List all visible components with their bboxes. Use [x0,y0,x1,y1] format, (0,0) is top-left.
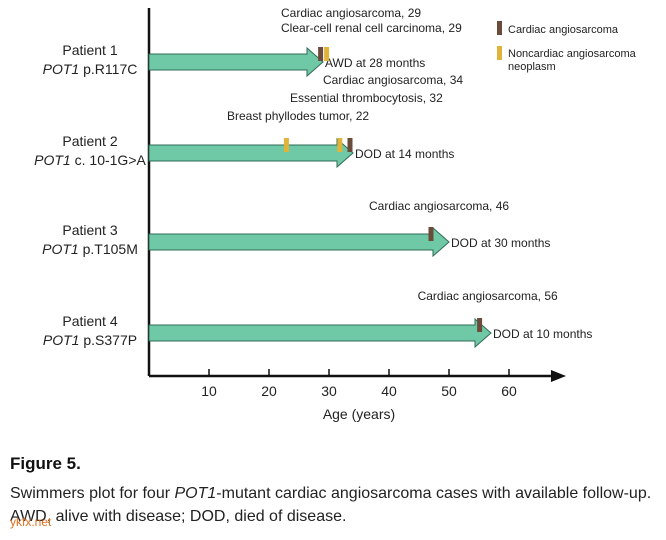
patient-variant: POT1 p.R117C [43,61,138,77]
event-label: Essential thrombocytosis, 32 [290,91,443,105]
survival-arrow [148,46,324,78]
event-label: Cardiac angiosarcoma, 29 [281,6,421,20]
event-label: Cardiac angiosarcoma, 56 [418,289,558,303]
x-axis-label: Age (years) [323,406,395,422]
x-tick-label: 40 [381,383,397,399]
event-label: Cardiac angiosarcoma, 46 [369,199,509,213]
legend-label: Cardiac angiosarcoma [508,24,619,36]
patient-variant: POT1 p.S377P [43,332,137,348]
patient-row: Patient 4 POT1 p.S377P DOD at 10 months Car… [43,289,592,349]
event-marker [477,318,483,332]
legend-swatch [497,46,502,60]
event-marker [283,138,289,152]
legend-swatch [497,21,502,35]
event-marker [318,47,324,61]
event-marker [428,227,434,241]
survival-arrow [148,226,450,258]
patient-name: Patient 4 [62,313,117,329]
event-marker [347,138,353,152]
patient-name: Patient 2 [62,133,117,149]
patient-name: Patient 3 [62,222,117,238]
event-label: Breast phyllodes tumor, 22 [227,109,369,123]
x-axis-arrowhead [551,370,566,382]
patient-row: Patient 1 POT1 p.R117C AWD at 28 months Car… [43,6,462,78]
figure-caption: Figure 5. Swimmers plot for four POT1-mu… [10,454,660,528]
event-marker [337,138,343,152]
patient-name: Patient 1 [62,42,117,58]
patient-row: Patient 3 POT1 p.T105M DOD at 30 months Car… [42,199,550,258]
x-tick-label: 20 [261,383,277,399]
outcome-label: DOD at 30 months [451,236,550,250]
outcome-label: DOD at 14 months [355,147,454,161]
event-label: Cardiac angiosarcoma, 34 [323,73,463,87]
survival-arrow [148,317,492,349]
patient-variant: POT1 c. 10-1G>A [34,152,146,168]
x-tick-label: 60 [501,383,517,399]
x-tick-label: 50 [441,383,457,399]
patient-variant: POT1 p.T105M [42,241,138,257]
outcome-label: AWD at 28 months [325,56,425,70]
legend-label: Noncardiac angiosarcoma neoplasm [508,48,637,73]
x-tick-label: 10 [201,383,217,399]
x-tick-label: 30 [321,383,337,399]
figure-label: Figure 5. [10,454,81,473]
event-label: Clear-cell renal cell carcinoma, 29 [281,21,462,35]
event-marker [324,47,330,61]
figure-caption-text: Swimmers plot for four POT1-mutant cardi… [10,485,652,525]
survival-arrow [148,137,354,169]
watermark: ykfx.net [10,515,52,529]
patient-row: Patient 2 POT1 c. 10-1G>A DOD at 14 months… [34,73,463,169]
outcome-label: DOD at 10 months [493,327,592,341]
swimmer-chart: 10 20 30 40 50 60 Age (years) Cardiac angiosarc… [34,6,637,422]
